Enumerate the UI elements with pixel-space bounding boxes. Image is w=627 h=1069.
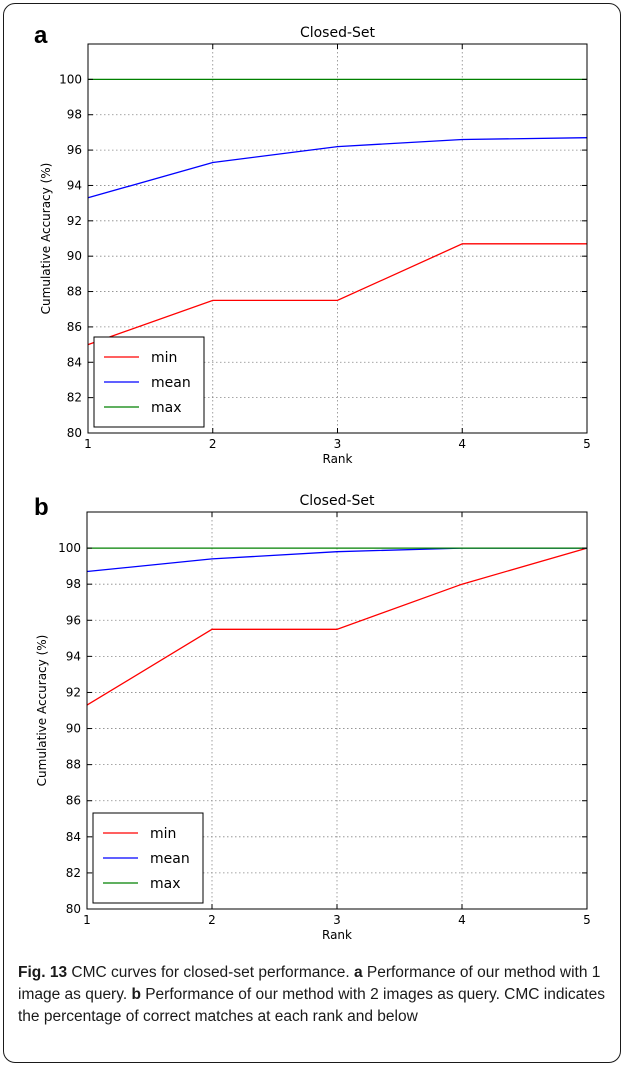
caption-a-label: a: [353, 964, 363, 981]
caption-b-text: Performance of our method with 2 images …: [18, 986, 605, 1025]
chart-a: Closed-Set 1 2 3 4 5 80 82 84 86 88 90 92 94 96 98 100 Ra…: [39, 25, 591, 466]
chart-b-x-tick-label: 5: [583, 913, 591, 927]
chart-a-legend-label-mean: mean: [151, 375, 191, 391]
chart-b-y-tick-label: 94: [66, 649, 81, 663]
chart-a-x-axis-label: Rank: [323, 452, 353, 466]
chart-b-y-tick-label: 82: [66, 866, 81, 880]
chart-a-x-tick-label: 4: [458, 437, 466, 451]
panel-label-a: a: [34, 22, 48, 49]
chart-a-y-axis-label: Cumulative Accuracy (%): [39, 163, 53, 315]
chart-a-x-tick-label: 3: [334, 437, 342, 451]
figure-caption: Fig. 13 CMC curves for closed-set perfor…: [18, 962, 608, 1028]
chart-a-legend-label-max: max: [151, 400, 182, 416]
chart-a-y-tick-label: 92: [67, 214, 82, 228]
chart-b-series-line-min: [86, 547, 588, 706]
chart-b-title: Closed-Set: [299, 493, 375, 509]
chart-a-series-line-min: [87, 243, 587, 346]
panel-label-b: b: [34, 494, 49, 521]
chart-b-x-tick-label: 3: [333, 913, 341, 927]
chart-b-x-tick-label: 4: [458, 913, 466, 927]
chart-b-y-tick-label: 90: [66, 722, 81, 736]
chart-b-y-tick-label: 98: [66, 577, 81, 591]
chart-a-y-tick-label: 88: [67, 285, 82, 299]
chart-b-y-tick-label: 80: [66, 902, 81, 916]
chart-b-legend-label-max: max: [150, 876, 181, 892]
chart-a-y-tick-label: 96: [67, 143, 82, 157]
chart-b-y-tick-label: 100: [58, 541, 81, 555]
chart-b-y-tick-label: 86: [66, 794, 81, 808]
chart-a-y-tick-label: 80: [67, 426, 82, 440]
caption-a-text: Performance of our method with 1 image a…: [18, 964, 601, 1003]
chart-a-y-tick-label: 82: [67, 391, 82, 405]
chart-b-y-tick-label: 88: [66, 758, 81, 772]
caption-b-label: b: [131, 986, 141, 1003]
chart-a-y-tick-label: 98: [67, 108, 82, 122]
chart-a-x-tick-label: 1: [84, 437, 92, 451]
chart-b-y-tick-label: 92: [66, 685, 81, 699]
chart-b-x-tick-label: 1: [83, 913, 91, 927]
caption-fig-text: CMC curves for closed-set performance.: [67, 964, 354, 981]
chart-a-y-tick-label: 86: [67, 320, 82, 334]
chart-a-y-tick-label: 94: [67, 178, 82, 192]
chart-a-y-tick-label: 100: [59, 72, 82, 86]
caption-fig-label: Fig. 13: [18, 964, 68, 981]
chart-b-y-tick-label: 96: [66, 613, 81, 627]
chart-a-y-tick-label: 84: [67, 355, 82, 369]
chart-a-legend-label-min: min: [151, 350, 177, 366]
chart-b-legend-label-mean: mean: [150, 851, 190, 867]
chart-b-series-line-mean: [86, 547, 587, 573]
chart-b-y-tick-label: 84: [66, 830, 81, 844]
chart-a-x-tick-label: 5: [583, 437, 591, 451]
chart-a-title: Closed-Set: [300, 25, 376, 41]
chart-a-x-tick-label: 2: [209, 437, 217, 451]
chart-b-legend-label-min: min: [150, 826, 176, 842]
chart-b-x-tick-label: 2: [208, 913, 216, 927]
chart-a-series-line-mean: [87, 137, 588, 199]
chart-b-x-axis-label: Rank: [322, 928, 352, 942]
chart-a-y-tick-label: 90: [67, 249, 82, 263]
chart-b: Closed-Set 1 2 3 4 5 80 82 84 86 88 90 92 94 96 98 100 Ra…: [35, 493, 591, 942]
figure-frame: [3, 3, 621, 1063]
chart-b-y-axis-label: Cumulative Accuracy (%): [35, 635, 49, 787]
